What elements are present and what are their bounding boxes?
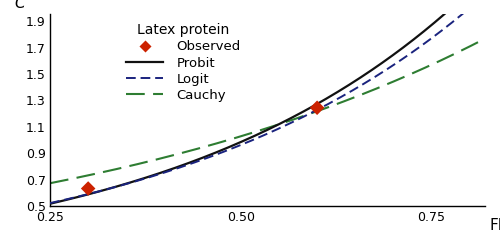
- Legend: Observed, Probit, Logit, Cauchy: Observed, Probit, Logit, Cauchy: [126, 23, 240, 102]
- Point: [84, 187, 92, 191]
- Point: [313, 106, 321, 110]
- Text: FDI: FDI: [490, 218, 500, 233]
- Text: C: C: [14, 0, 25, 11]
